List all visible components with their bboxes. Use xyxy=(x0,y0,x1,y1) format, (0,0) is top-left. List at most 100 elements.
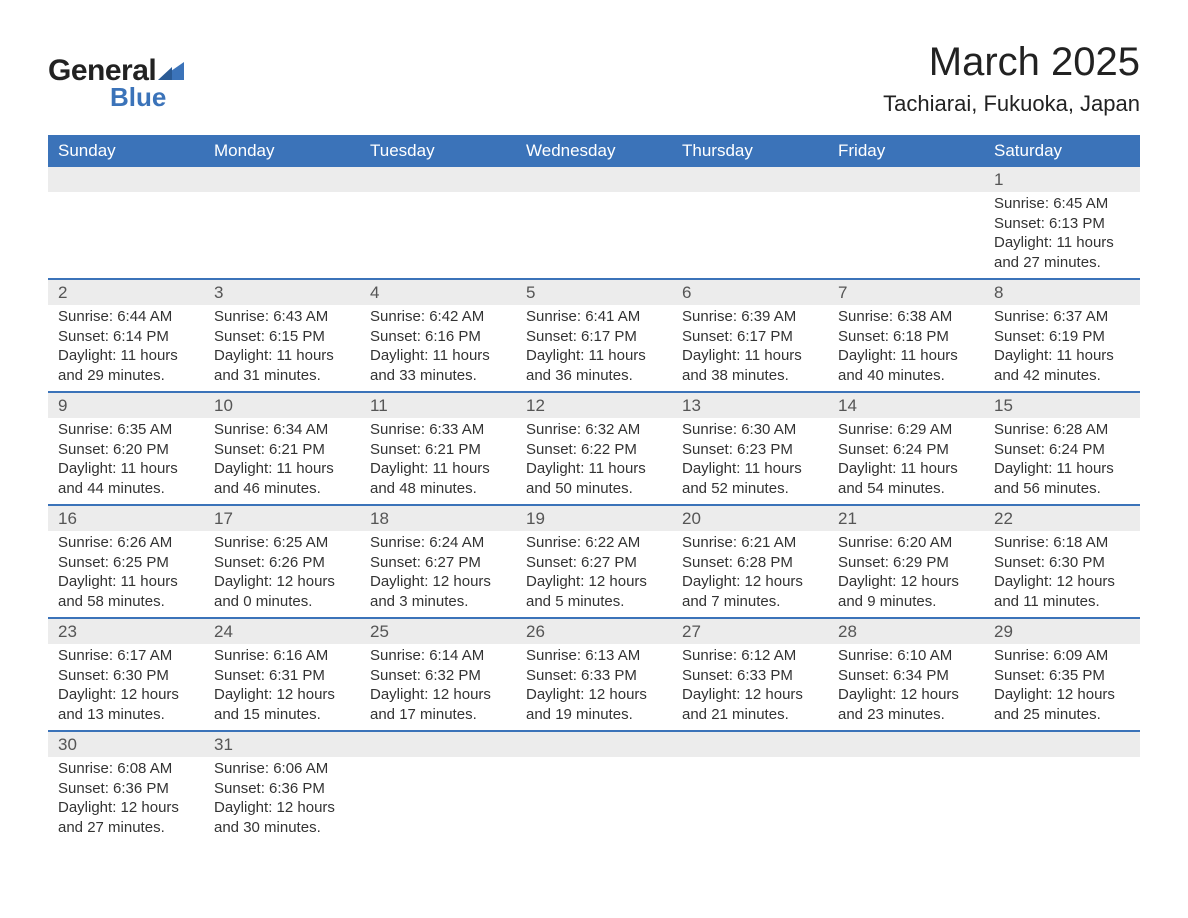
detail-line: Sunrise: 6:37 AM xyxy=(994,307,1130,327)
day-detail: Sunrise: 6:06 AMSunset: 6:36 PMDaylight:… xyxy=(204,757,360,843)
detail-line: Daylight: 11 hours xyxy=(838,346,974,366)
detail-line: and 54 minutes. xyxy=(838,479,974,499)
detail-line: Daylight: 11 hours xyxy=(214,346,350,366)
detail-line: Daylight: 12 hours xyxy=(58,798,194,818)
day-detail: Sunrise: 6:12 AMSunset: 6:33 PMDaylight:… xyxy=(672,644,828,731)
day-detail: Sunrise: 6:43 AMSunset: 6:15 PMDaylight:… xyxy=(204,305,360,392)
detail-line: Sunset: 6:33 PM xyxy=(526,666,662,686)
day-number: 18 xyxy=(360,505,516,531)
detail-line: and 23 minutes. xyxy=(838,705,974,725)
detail-line: Daylight: 12 hours xyxy=(994,685,1130,705)
day-number xyxy=(672,731,828,757)
detail-line: Sunrise: 6:08 AM xyxy=(58,759,194,779)
detail-line: Sunrise: 6:43 AM xyxy=(214,307,350,327)
detail-line: Sunrise: 6:14 AM xyxy=(370,646,506,666)
detail-line: and 56 minutes. xyxy=(994,479,1130,499)
day-number xyxy=(828,167,984,192)
detail-line: Sunset: 6:24 PM xyxy=(994,440,1130,460)
detail-line: Daylight: 11 hours xyxy=(58,346,194,366)
brand-word2: Blue xyxy=(110,82,184,113)
detail-line: and 46 minutes. xyxy=(214,479,350,499)
detail-line: and 50 minutes. xyxy=(526,479,662,499)
detail-line: and 36 minutes. xyxy=(526,366,662,386)
day-detail xyxy=(984,757,1140,843)
dow-header: Tuesday xyxy=(360,135,516,167)
detail-line: Daylight: 11 hours xyxy=(994,459,1130,479)
detail-line: and 9 minutes. xyxy=(838,592,974,612)
detail-line: Daylight: 12 hours xyxy=(58,685,194,705)
day-detail: Sunrise: 6:18 AMSunset: 6:30 PMDaylight:… xyxy=(984,531,1140,618)
day-number: 6 xyxy=(672,279,828,305)
day-number: 21 xyxy=(828,505,984,531)
day-detail: Sunrise: 6:25 AMSunset: 6:26 PMDaylight:… xyxy=(204,531,360,618)
detail-line: and 3 minutes. xyxy=(370,592,506,612)
detail-line: Sunrise: 6:10 AM xyxy=(838,646,974,666)
detail-line: Sunset: 6:27 PM xyxy=(526,553,662,573)
day-number xyxy=(48,167,204,192)
day-detail: Sunrise: 6:44 AMSunset: 6:14 PMDaylight:… xyxy=(48,305,204,392)
location-text: Tachiarai, Fukuoka, Japan xyxy=(883,91,1140,117)
detail-line: Sunset: 6:17 PM xyxy=(526,327,662,347)
day-detail: Sunrise: 6:10 AMSunset: 6:34 PMDaylight:… xyxy=(828,644,984,731)
day-detail: Sunrise: 6:20 AMSunset: 6:29 PMDaylight:… xyxy=(828,531,984,618)
detail-line: Daylight: 11 hours xyxy=(58,459,194,479)
day-detail: Sunrise: 6:35 AMSunset: 6:20 PMDaylight:… xyxy=(48,418,204,505)
detail-line: Sunset: 6:30 PM xyxy=(994,553,1130,573)
detail-line: and 48 minutes. xyxy=(370,479,506,499)
day-number: 13 xyxy=(672,392,828,418)
detail-line: Daylight: 12 hours xyxy=(682,572,818,592)
detail-line: Daylight: 12 hours xyxy=(994,572,1130,592)
day-number: 12 xyxy=(516,392,672,418)
day-number: 27 xyxy=(672,618,828,644)
detail-line: Daylight: 12 hours xyxy=(214,798,350,818)
day-number xyxy=(360,167,516,192)
day-number: 22 xyxy=(984,505,1140,531)
detail-line: Sunrise: 6:17 AM xyxy=(58,646,194,666)
detail-line: Sunrise: 6:28 AM xyxy=(994,420,1130,440)
day-number: 9 xyxy=(48,392,204,418)
day-number: 10 xyxy=(204,392,360,418)
detail-line: Sunset: 6:24 PM xyxy=(838,440,974,460)
detail-line: Sunset: 6:34 PM xyxy=(838,666,974,686)
detail-line: Sunset: 6:13 PM xyxy=(994,214,1130,234)
detail-line: Sunrise: 6:12 AM xyxy=(682,646,818,666)
day-number: 8 xyxy=(984,279,1140,305)
day-number xyxy=(204,167,360,192)
day-number: 26 xyxy=(516,618,672,644)
day-detail: Sunrise: 6:08 AMSunset: 6:36 PMDaylight:… xyxy=(48,757,204,843)
detail-line: Sunrise: 6:45 AM xyxy=(994,194,1130,214)
day-detail xyxy=(672,757,828,843)
detail-line: Sunset: 6:33 PM xyxy=(682,666,818,686)
day-detail xyxy=(360,757,516,843)
detail-line: Sunrise: 6:38 AM xyxy=(838,307,974,327)
detail-line: Daylight: 12 hours xyxy=(214,572,350,592)
detail-line: Sunrise: 6:24 AM xyxy=(370,533,506,553)
detail-line: Sunrise: 6:29 AM xyxy=(838,420,974,440)
day-number: 2 xyxy=(48,279,204,305)
day-detail: Sunrise: 6:24 AMSunset: 6:27 PMDaylight:… xyxy=(360,531,516,618)
detail-line: Sunrise: 6:30 AM xyxy=(682,420,818,440)
detail-line: Sunset: 6:17 PM xyxy=(682,327,818,347)
day-detail: Sunrise: 6:17 AMSunset: 6:30 PMDaylight:… xyxy=(48,644,204,731)
day-detail: Sunrise: 6:13 AMSunset: 6:33 PMDaylight:… xyxy=(516,644,672,731)
day-number: 30 xyxy=(48,731,204,757)
detail-line: Sunset: 6:15 PM xyxy=(214,327,350,347)
detail-line: and 33 minutes. xyxy=(370,366,506,386)
dow-header: Wednesday xyxy=(516,135,672,167)
detail-line: and 38 minutes. xyxy=(682,366,818,386)
day-number: 31 xyxy=(204,731,360,757)
day-detail: Sunrise: 6:26 AMSunset: 6:25 PMDaylight:… xyxy=(48,531,204,618)
day-number xyxy=(672,167,828,192)
day-detail xyxy=(516,757,672,843)
detail-line: and 29 minutes. xyxy=(58,366,194,386)
detail-line: Sunrise: 6:09 AM xyxy=(994,646,1130,666)
day-number: 14 xyxy=(828,392,984,418)
detail-line: and 27 minutes. xyxy=(994,253,1130,273)
detail-line: and 21 minutes. xyxy=(682,705,818,725)
day-detail: Sunrise: 6:30 AMSunset: 6:23 PMDaylight:… xyxy=(672,418,828,505)
day-number xyxy=(984,731,1140,757)
detail-line: and 7 minutes. xyxy=(682,592,818,612)
detail-line: Daylight: 12 hours xyxy=(526,685,662,705)
detail-line: Sunrise: 6:32 AM xyxy=(526,420,662,440)
day-detail: Sunrise: 6:22 AMSunset: 6:27 PMDaylight:… xyxy=(516,531,672,618)
